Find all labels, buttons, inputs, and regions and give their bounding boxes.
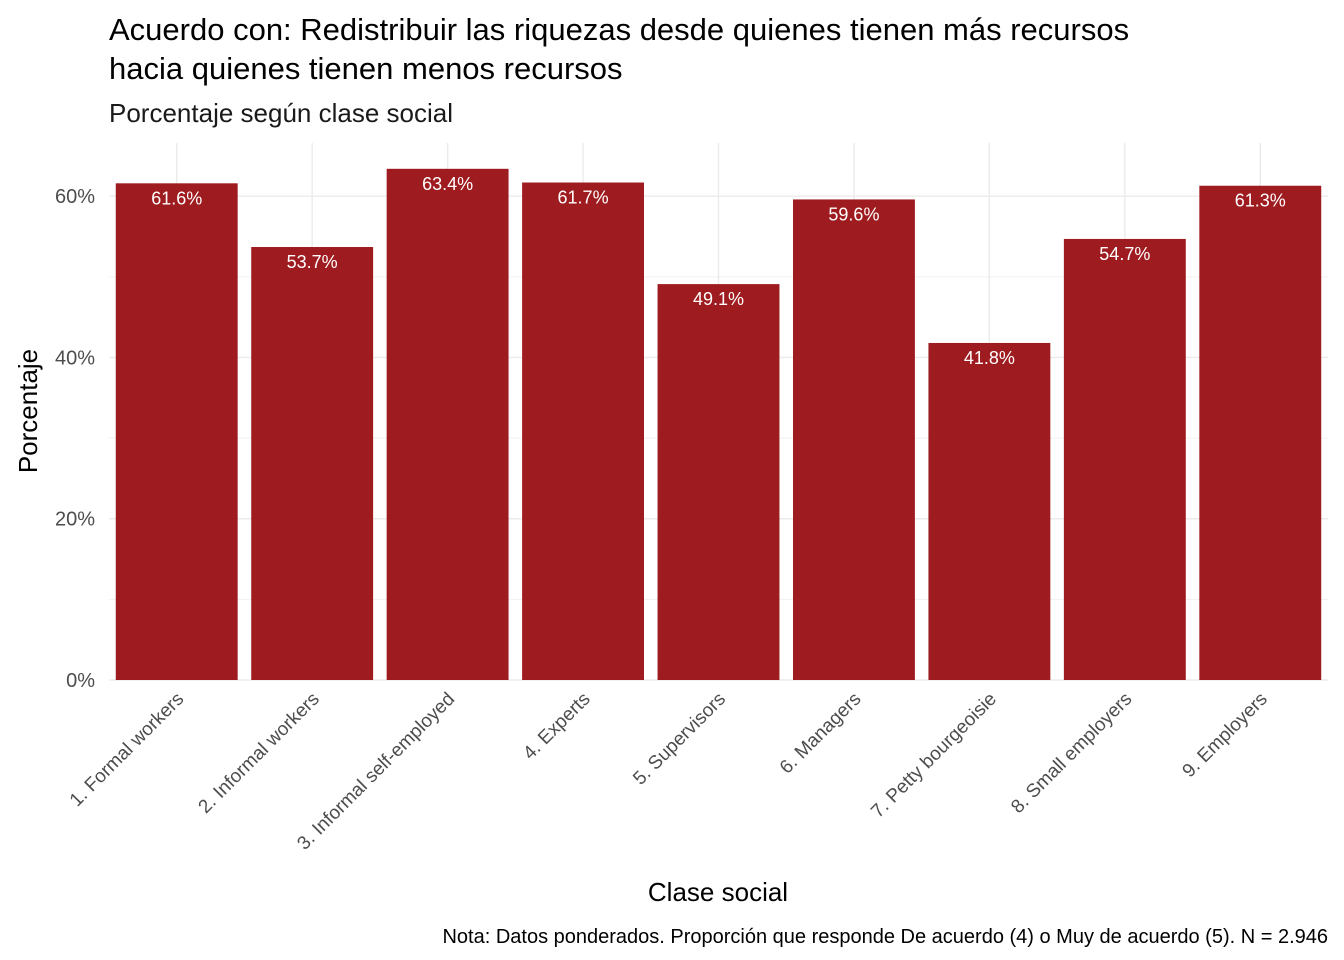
x-tick-label: 7. Petty bourgeoisie [867,689,1001,823]
chart-caption: Nota: Datos ponderados. Proporción que r… [442,926,1328,948]
bar-data-label: 61.3% [1235,191,1286,211]
x-tick-label: 9. Employers [1179,689,1272,782]
bar [115,183,238,681]
chart-title-line-1: Acuerdo con: Redistribuir las riquezas d… [109,12,1129,47]
x-tick-label: 8. Small employers [1007,689,1136,818]
x-axis-title: Clase social [648,877,788,907]
bar-labels: 61.6% 53.7% 63.4% 61.7% 49.1% 59.6% 41.8% 54.7%… [151,174,1286,368]
y-axis-ticks: 0% 20% 40% 60% [55,186,95,692]
x-tick-label: 2. Informal workers [195,689,324,818]
y-tick-label: 40% [55,347,95,369]
bar [386,168,509,680]
bar-data-label: 59.6% [828,204,879,224]
bar [657,284,780,680]
bar-data-label: 61.6% [151,188,202,208]
bar [1199,185,1322,680]
x-tick-label: 5. Supervisors [629,689,730,790]
x-tick-label: 1. Formal workers [66,689,188,811]
bar-data-label: 49.1% [693,289,744,309]
bar-data-label: 61.7% [558,188,609,208]
bar [522,182,645,680]
bar-data-label: 53.7% [287,252,338,272]
bar-data-label: 54.7% [1099,244,1150,264]
bar-data-label: 41.8% [964,348,1015,368]
y-tick-label: 60% [55,186,95,208]
bars [115,168,1322,681]
x-tick-label: 6. Managers [776,689,866,779]
y-tick-label: 0% [66,670,95,692]
bar [251,247,374,680]
x-tick-label: 4. Experts [519,689,594,764]
chart-title-line-2: hacia quienes tienen menos recursos [109,51,623,86]
bar-data-label: 63.4% [422,174,473,194]
y-tick-label: 20% [55,509,95,531]
bar [792,199,915,680]
chart-subtitle: Porcentaje según clase social [109,98,453,128]
x-tick-label: 3. Informal self-employed [293,689,459,855]
bar [1063,238,1186,681]
bar [928,342,1051,680]
y-axis-title: Porcentaje [13,349,43,473]
